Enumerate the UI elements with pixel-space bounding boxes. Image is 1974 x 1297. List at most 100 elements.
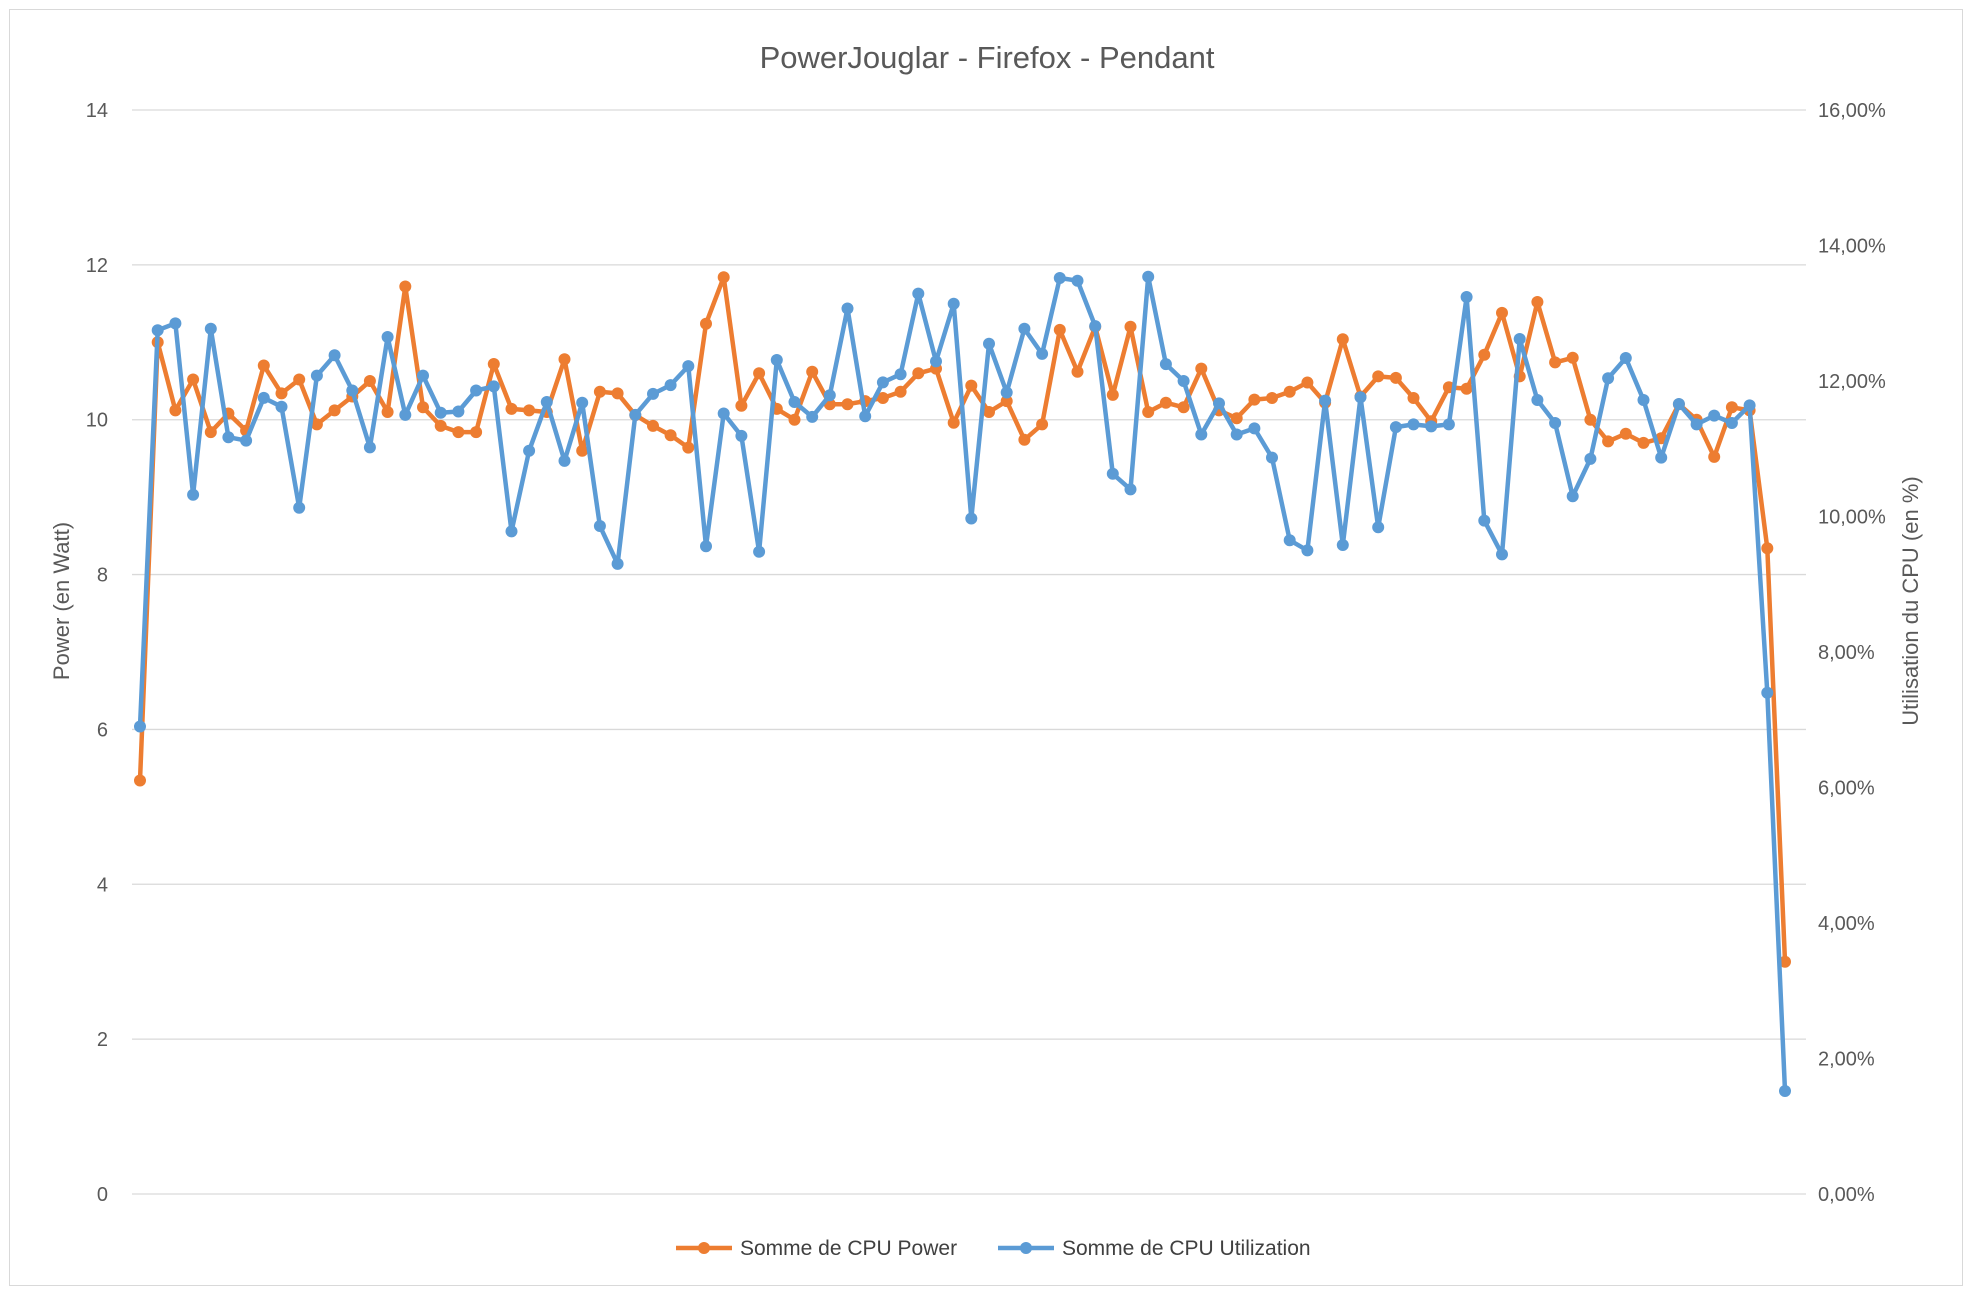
data-point-utilization [222,431,235,444]
data-point-power [1496,306,1508,319]
data-point-power [1602,435,1615,448]
data-point-utilization [1354,391,1367,404]
data-point-utilization [965,512,978,525]
data-point-utilization [134,720,146,733]
data-point-power [293,373,306,386]
data-point-utilization [664,379,677,392]
legend-label-utilization: Somme de CPU Utilization [1062,1237,1311,1260]
data-point-power [753,367,766,380]
data-point-power [576,444,589,457]
data-point-utilization [257,391,270,404]
data-point-utilization [1761,686,1774,699]
right-axis-ticks: 0,00% 2,00% 4,00% 6,00% 8,00% 10,00% 12,00% 14,… [1818,100,1886,1206]
data-point-power [558,353,571,366]
data-point-utilization [770,354,783,366]
left-tick-label: 8 [97,565,108,587]
line-chart: PowerJouglar - Firefox - Pendant 0 2 4 6 8 10… [49,40,1923,1260]
right-tick-label: 2,00% [1818,1049,1875,1071]
data-point-utilization [1779,1085,1791,1097]
data-point-utilization [1407,418,1420,431]
data-point-power [611,387,624,400]
data-point-utilization [1319,394,1332,407]
chart-title: PowerJouglar - Firefox - Pendant [760,40,1215,75]
data-point-power [381,406,394,418]
series-utilization [134,270,1791,1097]
data-point-power [1708,450,1721,463]
data-point-utilization [275,400,288,413]
data-point-utilization [1619,352,1632,364]
data-point-power [1460,382,1473,395]
data-point-utilization [363,441,376,454]
data-point-power [947,416,960,429]
data-point-utilization [1513,333,1526,345]
right-tick-label: 14,00% [1818,236,1886,258]
data-point-utilization [1159,358,1172,371]
data-point-power [1018,433,1031,446]
legend-marker-power [698,1242,710,1254]
left-axis-title: Power (en Watt) [49,522,74,680]
legend-item-utilization: Somme de CPU Utilization [998,1237,1311,1260]
data-point-power [363,375,376,387]
data-point-utilization [1336,539,1349,551]
left-tick-label: 0 [97,1184,108,1206]
data-point-utilization [187,488,200,501]
data-point-utilization [753,545,766,558]
data-point-utilization [947,297,960,310]
data-point-utilization [593,520,606,532]
data-point-utilization [523,444,536,457]
data-point-power [841,398,854,411]
data-point-utilization [540,396,553,408]
data-point-utilization [1478,514,1491,527]
data-point-utilization [1053,272,1066,284]
data-point-utilization [328,349,341,362]
data-point-utilization [1213,397,1225,410]
data-point-power [894,385,907,398]
data-point-utilization [912,287,925,300]
data-point-power [647,419,659,432]
data-point-utilization [1531,394,1544,406]
data-point-power [806,365,819,378]
data-point-power [1177,401,1190,414]
data-point-utilization [1301,544,1314,557]
data-point-utilization [876,376,889,389]
series-layer [134,270,1791,1097]
data-point-utilization [1230,428,1243,441]
data-point-utilization [151,324,164,337]
data-point-power [876,392,889,404]
data-point-power [1584,413,1597,426]
data-point-power [505,402,518,415]
right-tick-label: 12,00% [1818,371,1886,393]
left-tick-label: 2 [97,1029,108,1051]
data-point-utilization [1743,399,1756,412]
data-point-power [1159,396,1172,409]
data-point-utilization [700,540,712,553]
series-line-utilization [137,274,1788,1092]
data-point-power [1248,393,1261,406]
data-point-utilization [1566,490,1579,503]
data-point-power [965,379,978,392]
data-point-utilization [611,557,624,570]
data-point-utilization [452,405,465,418]
left-tick-label: 12 [86,255,108,277]
data-point-utilization [558,454,571,467]
right-tick-label: 10,00% [1818,507,1886,529]
data-point-power [134,774,146,787]
left-axis-ticks: 0 2 4 6 8 10 12 14 [86,100,108,1206]
data-point-power [1549,356,1562,369]
data-point-power [1779,955,1791,968]
data-point-utilization [240,434,253,447]
data-point-power [1142,406,1155,418]
right-tick-label: 6,00% [1818,778,1875,800]
left-tick-label: 14 [86,100,108,122]
data-point-utilization [1248,422,1261,435]
data-point-utilization [1425,420,1438,433]
data-point-power [1372,370,1385,383]
data-point-power [1301,376,1314,389]
data-point-power [788,413,801,426]
data-point-utilization [1602,372,1615,385]
data-point-utilization [1177,375,1190,387]
left-tick-label: 6 [97,719,108,741]
data-point-power [1619,427,1632,440]
data-point-power [257,359,270,372]
data-point-utilization [310,369,323,382]
